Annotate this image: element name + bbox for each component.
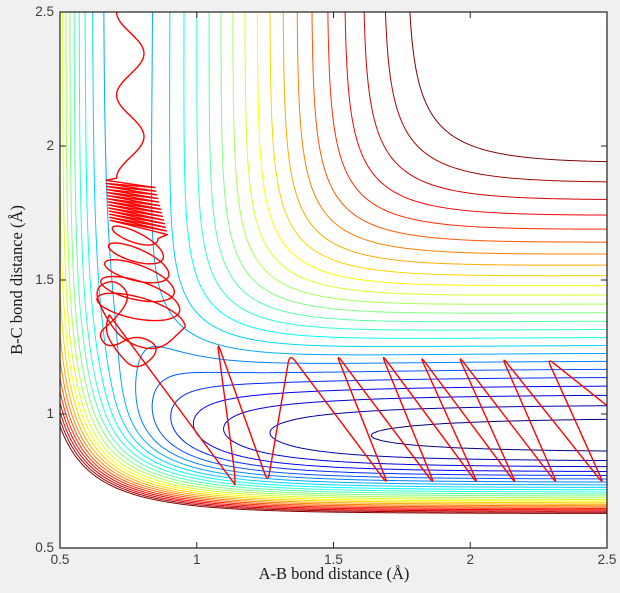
x-axis-label: A-B bond distance (Å) [258,564,410,583]
x-tick-label: 2 [466,552,474,567]
x-tick-label: 0.5 [50,552,70,567]
y-tick-label: 2.5 [35,4,54,19]
y-tick-label: 1 [46,406,54,421]
x-tick-label: 2.5 [597,552,617,567]
y-tick-label: 0.5 [35,540,54,555]
x-tick-label: 1 [192,552,201,567]
y-tick-label: 2 [46,138,54,153]
y-tick-label: 1.5 [35,272,54,287]
x-tick-label: 1.5 [324,552,343,567]
